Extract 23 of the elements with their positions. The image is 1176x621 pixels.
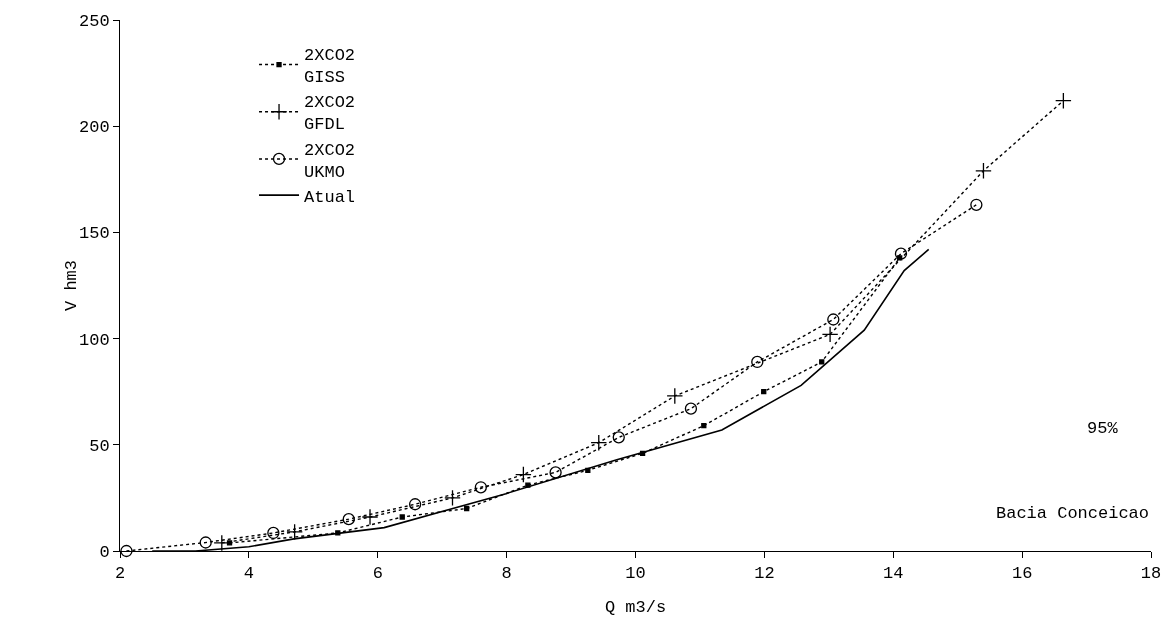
y-tick-label: 200 bbox=[78, 118, 110, 138]
x-tick-label: 12 bbox=[754, 564, 775, 584]
y-tick-label: 100 bbox=[78, 330, 110, 350]
annotation: 95% bbox=[1087, 419, 1119, 438]
legend-label: 2XCO2 UKMO bbox=[304, 140, 356, 182]
x-tick-label: 14 bbox=[883, 564, 904, 584]
x-tick-label: 16 bbox=[1011, 564, 1033, 584]
x-tick-label: 10 bbox=[625, 564, 646, 584]
x-tick-label: 8 bbox=[501, 564, 512, 584]
x-tick-label: 6 bbox=[372, 564, 383, 584]
x-tick-label: 4 bbox=[243, 564, 254, 584]
x-tick-label: 2 bbox=[114, 564, 126, 584]
annotation: Bacia Conceicao bbox=[996, 504, 1150, 523]
y-tick-label: 150 bbox=[78, 224, 110, 244]
legend-label: Atual bbox=[304, 187, 356, 207]
legend-label: 2XCO2 GISS bbox=[304, 46, 356, 88]
y-tick-label: 250 bbox=[78, 11, 110, 31]
x-tick-label: 18 bbox=[1140, 564, 1162, 584]
y-axis-title: V hm3 bbox=[62, 259, 81, 312]
y-tick-label: 0 bbox=[99, 542, 110, 562]
x-axis-title: Q m3/s bbox=[604, 598, 667, 617]
legend-label: 2XCO2 GFDL bbox=[304, 93, 356, 135]
y-tick-label: 50 bbox=[89, 436, 110, 456]
